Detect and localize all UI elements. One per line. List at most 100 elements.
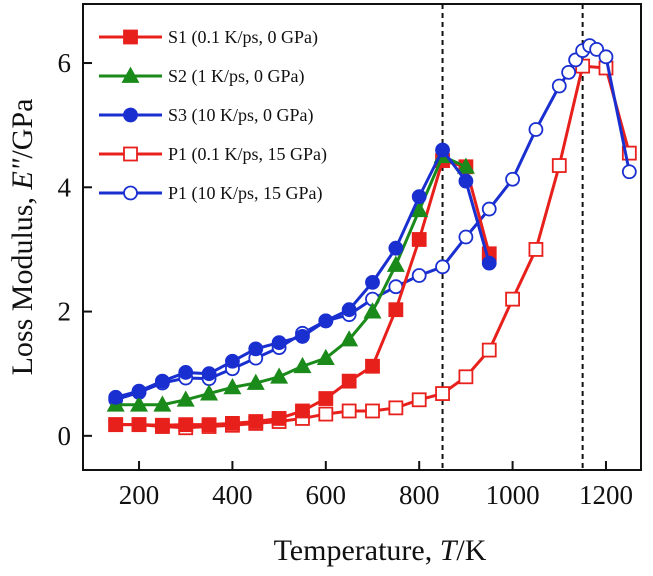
y-tick-label-4: 4 [58, 172, 72, 202]
series-3-point-15 [435, 142, 450, 158]
series-3-point-2 [131, 383, 147, 399]
series-layer [106, 38, 637, 436]
series-5-point-17 [481, 201, 497, 217]
series-1-point-10 [318, 391, 334, 406]
legend-item-2: S2 (1 K/ps, 0 GPa) [99, 66, 305, 87]
legend-item-3: S3 (10 K/ps, 0 GPa) [99, 105, 314, 126]
series-1-point-7 [248, 414, 264, 429]
series-5-point-27 [621, 164, 637, 180]
legend-swatch-marker-4 [123, 146, 138, 162]
series-4-point-19 [528, 242, 544, 257]
series-2-point-10 [316, 348, 335, 366]
legend-label-2: S2 (1 K/ps, 0 GPa) [168, 66, 305, 87]
series-2-point-8 [270, 367, 289, 384]
legend: S1 (0.1 K/ps, 0 GPa) S2 (1 K/ps, 0 GPa) S3… [99, 27, 327, 204]
legend-label-4: P1 (0.1 K/ps, 15 GPa) [168, 144, 327, 165]
series-2-point-6 [223, 378, 242, 395]
series-5-point-19 [528, 122, 544, 137]
series-5-line [115, 44, 631, 402]
series-3-point-5 [201, 366, 217, 382]
series-3-point-3 [154, 373, 170, 389]
x-axis-title: Temperature, T/K [274, 534, 487, 567]
series-5-point-26 [598, 49, 614, 65]
legend-item-1: S1 (0.1 K/ps, 0 GPa) [99, 27, 318, 48]
series-1-point-12 [365, 358, 380, 374]
x-tick-label-1200: 1200 [579, 480, 633, 510]
series-1-point-2 [131, 417, 147, 433]
series-3-point-1 [108, 389, 124, 405]
series-5-point-25 [589, 41, 605, 57]
series-1-point-9 [295, 403, 310, 419]
series-3-point-6 [225, 353, 240, 369]
series-2-point-9 [293, 356, 312, 374]
series-2-point-14 [410, 200, 429, 218]
series-4-point-13 [388, 400, 404, 416]
legend-item-4: P1 (0.1 K/ps, 15 GPa) [99, 144, 327, 165]
series-2-line [115, 154, 467, 407]
series-5-point-21 [561, 64, 577, 80]
x-tick-label-400: 400 [212, 480, 253, 510]
legend-swatch-marker-1 [123, 29, 138, 45]
series-5-point-20 [551, 78, 567, 94]
series-4-point-12 [365, 403, 380, 419]
series-2-point-2 [130, 395, 149, 412]
series-5-point-14 [411, 268, 427, 283]
series-3-point-14 [411, 189, 427, 205]
series-3-point-16 [458, 173, 474, 189]
series-3-point-10 [318, 313, 334, 329]
series-1-point-13 [388, 302, 404, 318]
x-tick-label-600: 600 [306, 480, 347, 510]
x-tick-label-200: 200 [119, 480, 160, 510]
series-5-point-15 [435, 259, 450, 275]
plot-frame [82, 3, 642, 471]
series-4-point-17 [481, 342, 497, 358]
legend-swatch-marker-2 [121, 66, 140, 83]
series-3-point-4 [178, 365, 194, 380]
series-2-point-13 [386, 255, 405, 272]
series-1-point-8 [271, 411, 287, 426]
x-tick-label-800: 800 [399, 480, 440, 510]
series-2-point-5 [200, 384, 219, 401]
series-1-point-6 [225, 415, 240, 431]
series-5-point-13 [388, 279, 404, 295]
legend-swatch-marker-3 [123, 107, 138, 123]
y-tick-label-6: 6 [58, 48, 72, 78]
series-1-point-4 [178, 417, 194, 433]
series-4-point-16 [458, 369, 474, 385]
series-5-point-16 [458, 229, 474, 245]
y-tick-label-2: 2 [58, 297, 72, 327]
series-2-point-16 [456, 157, 475, 174]
series-4-point-15 [435, 386, 450, 401]
y-axis-title: Loss Modulus, E"/GPa [6, 99, 39, 376]
series-5-point-18 [505, 171, 520, 187]
y-tick-label-0: 0 [58, 421, 72, 451]
axes-layer: 200 400 600 800 1000 1200 0 2 4 6 Temperature, T/K… [6, 48, 633, 567]
legend-label-5: P1 (10 K/ps, 15 GPa) [168, 183, 323, 204]
series-1-point-11 [341, 373, 357, 389]
series-3-point-17 [481, 255, 497, 271]
legend-label-1: S1 (0.1 K/ps, 0 GPa) [168, 27, 318, 48]
series-3-point-11 [341, 302, 357, 318]
series-2-point-7 [246, 373, 265, 390]
series-3-point-8 [271, 335, 287, 351]
legend-item-5: P1 (10 K/ps, 15 GPa) [99, 183, 323, 204]
series-4-point-11 [341, 403, 357, 419]
series-3-point-7 [248, 341, 264, 357]
legend-label-3: S3 (10 K/ps, 0 GPa) [168, 105, 314, 126]
series-5 [108, 38, 637, 408]
series-1 [108, 153, 497, 433]
series-1-point-14 [411, 232, 427, 247]
series-4-point-20 [551, 158, 567, 173]
series-2-point-11 [340, 330, 359, 347]
series-2 [106, 146, 475, 412]
series-1-point-1 [108, 417, 124, 433]
series-1-point-3 [154, 417, 170, 433]
series-2-point-12 [363, 302, 382, 319]
x-tick-label-1000: 1000 [486, 480, 540, 510]
series-3-point-12 [365, 274, 380, 290]
series-4-point-18 [505, 291, 520, 307]
series-2-point-3 [153, 395, 172, 412]
series-4-point-14 [411, 392, 427, 408]
